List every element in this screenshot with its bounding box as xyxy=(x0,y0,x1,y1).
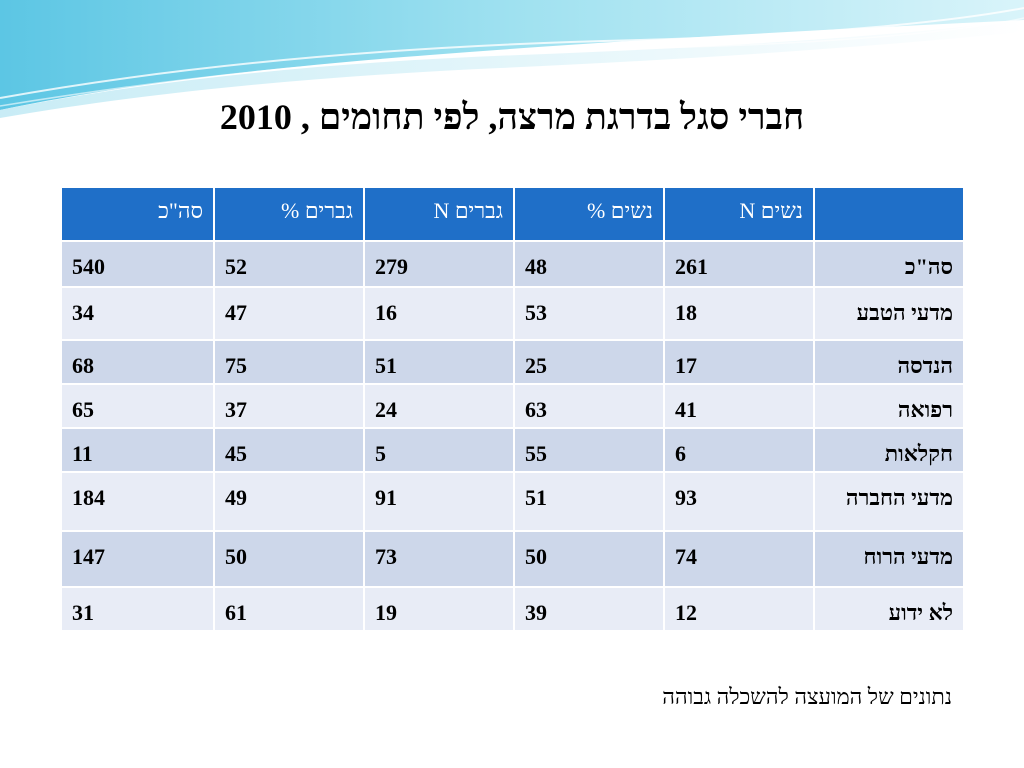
cell-women-pct: 39 xyxy=(513,586,665,632)
row-label: מדעי החברה xyxy=(813,471,965,532)
row-label: הנדסה xyxy=(813,339,965,385)
cell-women-pct: 63 xyxy=(513,383,665,429)
row-label: לא ידוע xyxy=(813,586,965,632)
cell-total: 11 xyxy=(60,427,215,473)
header-cell-label xyxy=(813,186,965,242)
cell-women-n: 41 xyxy=(663,383,815,429)
cell-women-n: 6 xyxy=(663,427,815,473)
table-row: סה"כ 261 48 279 52 540 xyxy=(60,240,965,288)
cell-women-pct: 53 xyxy=(513,286,665,341)
table-row: חקלאות 6 55 5 45 11 xyxy=(60,427,965,473)
table-row: מדעי החברה 93 51 91 49 184 xyxy=(60,471,965,532)
header-cell-women-pct: נשים % xyxy=(513,186,665,242)
row-label: סה"כ xyxy=(813,240,965,288)
row-label: חקלאות xyxy=(813,427,965,473)
table-row: מדעי הרוח 74 50 73 50 147 xyxy=(60,530,965,588)
cell-women-pct: 48 xyxy=(513,240,665,288)
faculty-table: נשים N נשים % גברים N גברים % סה"כ סה"כ … xyxy=(60,186,965,632)
cell-men-n: 24 xyxy=(363,383,515,429)
cell-women-n: 17 xyxy=(663,339,815,385)
header-cell-men-n: גברים N xyxy=(363,186,515,242)
header-cell-men-pct: גברים % xyxy=(213,186,365,242)
cell-women-pct: 55 xyxy=(513,427,665,473)
header-cell-women-n: נשים N xyxy=(663,186,815,242)
cell-men-n: 16 xyxy=(363,286,515,341)
cell-men-pct: 37 xyxy=(213,383,365,429)
row-label: מדעי הטבע xyxy=(813,286,965,341)
table-row: רפואה 41 63 24 37 65 xyxy=(60,383,965,429)
row-label: מדעי הרוח xyxy=(813,530,965,588)
cell-total: 31 xyxy=(60,586,215,632)
cell-men-n: 91 xyxy=(363,471,515,532)
cell-men-pct: 49 xyxy=(213,471,365,532)
cell-total: 540 xyxy=(60,240,215,288)
cell-women-n: 18 xyxy=(663,286,815,341)
cell-total: 68 xyxy=(60,339,215,385)
cell-total: 184 xyxy=(60,471,215,532)
cell-men-pct: 45 xyxy=(213,427,365,473)
cell-total: 65 xyxy=(60,383,215,429)
source-note: נתונים של המועצה להשכלה גבוהה xyxy=(662,684,952,709)
table-row: מדעי הטבע 18 53 16 47 34 xyxy=(60,286,965,341)
cell-women-pct: 51 xyxy=(513,471,665,532)
cell-men-pct: 52 xyxy=(213,240,365,288)
row-label: רפואה xyxy=(813,383,965,429)
cell-women-n: 74 xyxy=(663,530,815,588)
cell-men-pct: 75 xyxy=(213,339,365,385)
cell-men-pct: 50 xyxy=(213,530,365,588)
cell-men-n: 73 xyxy=(363,530,515,588)
cell-women-n: 261 xyxy=(663,240,815,288)
table-row: הנדסה 17 25 51 75 68 xyxy=(60,339,965,385)
cell-women-n: 93 xyxy=(663,471,815,532)
cell-men-n: 51 xyxy=(363,339,515,385)
page-title: חברי סגל בדרגת מרצה, לפי תחומים , 2010 xyxy=(219,97,805,137)
decorative-wave-header xyxy=(0,0,1024,118)
table-row: לא ידוע 12 39 19 61 31 xyxy=(60,586,965,632)
table-header-row: נשים N נשים % גברים N גברים % סה"כ xyxy=(60,186,965,242)
cell-men-n: 19 xyxy=(363,586,515,632)
cell-women-pct: 50 xyxy=(513,530,665,588)
cell-women-n: 12 xyxy=(663,586,815,632)
cell-men-n: 279 xyxy=(363,240,515,288)
cell-women-pct: 25 xyxy=(513,339,665,385)
cell-men-n: 5 xyxy=(363,427,515,473)
cell-total: 34 xyxy=(60,286,215,341)
cell-men-pct: 47 xyxy=(213,286,365,341)
header-cell-total: סה"כ xyxy=(60,186,215,242)
cell-total: 147 xyxy=(60,530,215,588)
cell-men-pct: 61 xyxy=(213,586,365,632)
